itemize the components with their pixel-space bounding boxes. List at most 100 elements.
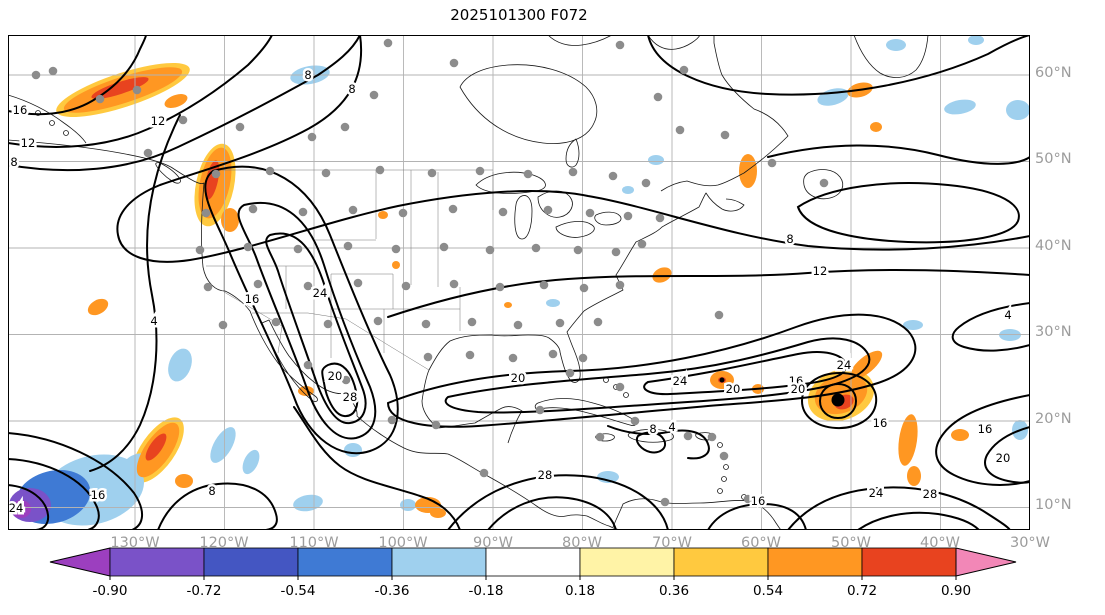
station-dot xyxy=(303,360,313,370)
contour-label: 20 xyxy=(791,382,806,396)
contour-label: 8 xyxy=(348,82,355,96)
station-dot xyxy=(321,168,331,178)
contour-line xyxy=(800,371,878,430)
station-dot xyxy=(391,244,401,254)
colorbar-segment xyxy=(297,547,393,577)
coastline xyxy=(547,35,613,46)
station-dot xyxy=(523,169,533,179)
contour-line xyxy=(265,232,367,425)
station-dot xyxy=(641,178,651,188)
anomaly-patch xyxy=(344,443,362,457)
colorbar-segment xyxy=(673,547,769,577)
station-dot xyxy=(143,148,153,158)
contour-line xyxy=(321,362,359,418)
contour-label: 16 xyxy=(978,422,993,436)
station-dot xyxy=(543,205,553,215)
contour-line xyxy=(951,302,1030,352)
contour-label: 16 xyxy=(873,416,888,430)
station-dot xyxy=(343,241,353,251)
station-dot xyxy=(431,420,441,430)
station-dot xyxy=(683,431,693,441)
station-dot xyxy=(548,349,558,359)
station-dot xyxy=(565,368,575,378)
anomaly-patch xyxy=(400,499,416,511)
lon-tick-label: 80°W xyxy=(561,535,603,551)
station-dot xyxy=(555,318,565,328)
anomaly-patch xyxy=(898,414,918,466)
station-dot xyxy=(31,70,41,80)
station-dot xyxy=(265,166,275,176)
anomaly-patch xyxy=(145,433,167,461)
contour-label: 4 xyxy=(668,420,675,434)
colorbar-segment xyxy=(391,547,487,577)
contour-label: 20 xyxy=(328,369,343,383)
station-dot xyxy=(611,247,621,257)
anomaly-patch xyxy=(907,466,921,486)
contour-line xyxy=(607,425,710,460)
contour-line xyxy=(116,35,1030,263)
lat-tick-label: 50°N xyxy=(1035,151,1072,167)
station-dot xyxy=(303,281,313,291)
coastline xyxy=(803,169,844,200)
contour-line xyxy=(387,268,1030,318)
station-dot xyxy=(449,279,459,289)
lon-tick-label: 130°W xyxy=(110,535,160,551)
anomaly-patch xyxy=(968,35,984,45)
station-dot xyxy=(340,122,350,132)
anomaly-patch xyxy=(11,500,31,518)
contour-line xyxy=(767,144,1030,165)
coastline xyxy=(459,64,598,144)
cyclone-marker xyxy=(831,393,845,407)
colorbar-tick-label: -0.72 xyxy=(187,583,222,599)
colorbar-tick-label: 0.36 xyxy=(659,583,689,599)
station-dot xyxy=(508,353,518,363)
coastline xyxy=(421,192,745,444)
anomaly-patch xyxy=(430,508,446,518)
station-dot xyxy=(203,282,213,292)
lon-tick-label: 90°W xyxy=(472,535,514,551)
contour-label: 16 xyxy=(13,103,28,117)
colorbar-right-arrow xyxy=(955,547,1017,577)
coastline xyxy=(537,190,573,218)
anomaly-patch xyxy=(91,77,149,99)
contour-label: 12 xyxy=(151,114,166,128)
station-dot xyxy=(195,245,205,255)
station-dot xyxy=(348,205,358,215)
lat-tick-label: 60°N xyxy=(1035,65,1072,81)
island-coastline xyxy=(623,392,629,398)
island-coastline xyxy=(721,476,727,482)
station-dot xyxy=(353,278,363,288)
station-dot xyxy=(235,122,245,132)
station-dot xyxy=(485,245,495,255)
contour-line xyxy=(796,182,1020,244)
station-dot xyxy=(401,281,411,291)
contour-line xyxy=(8,35,361,172)
contour-line xyxy=(636,431,666,454)
station-dot xyxy=(578,353,588,363)
lon-tick-label: 120°W xyxy=(199,535,249,551)
station-dot xyxy=(595,432,605,442)
station-dot xyxy=(369,90,379,100)
station-dot xyxy=(218,320,228,330)
anomaly-patch xyxy=(164,94,188,108)
lon-tick-label: 40°W xyxy=(919,535,961,551)
contour-label: 24 xyxy=(313,286,328,300)
lon-tick-label: 100°W xyxy=(378,535,428,551)
colorbar-segment xyxy=(485,547,581,577)
station-dot xyxy=(767,158,777,168)
lat-tick-label: 10°N xyxy=(1035,497,1072,513)
contour-label: 12 xyxy=(21,136,36,150)
station-dot xyxy=(719,451,729,461)
coastline xyxy=(514,195,533,240)
lon-tick-label: 70°W xyxy=(651,535,693,551)
anomaly-patch xyxy=(175,474,193,488)
station-dot xyxy=(449,58,459,68)
anomaly-patch xyxy=(168,348,192,382)
contour-label: 4 xyxy=(150,314,157,328)
contour-line xyxy=(204,165,399,455)
anomaly-patch xyxy=(648,155,664,165)
station-dot xyxy=(373,316,383,326)
coastline xyxy=(647,35,701,50)
station-dot xyxy=(307,132,317,142)
